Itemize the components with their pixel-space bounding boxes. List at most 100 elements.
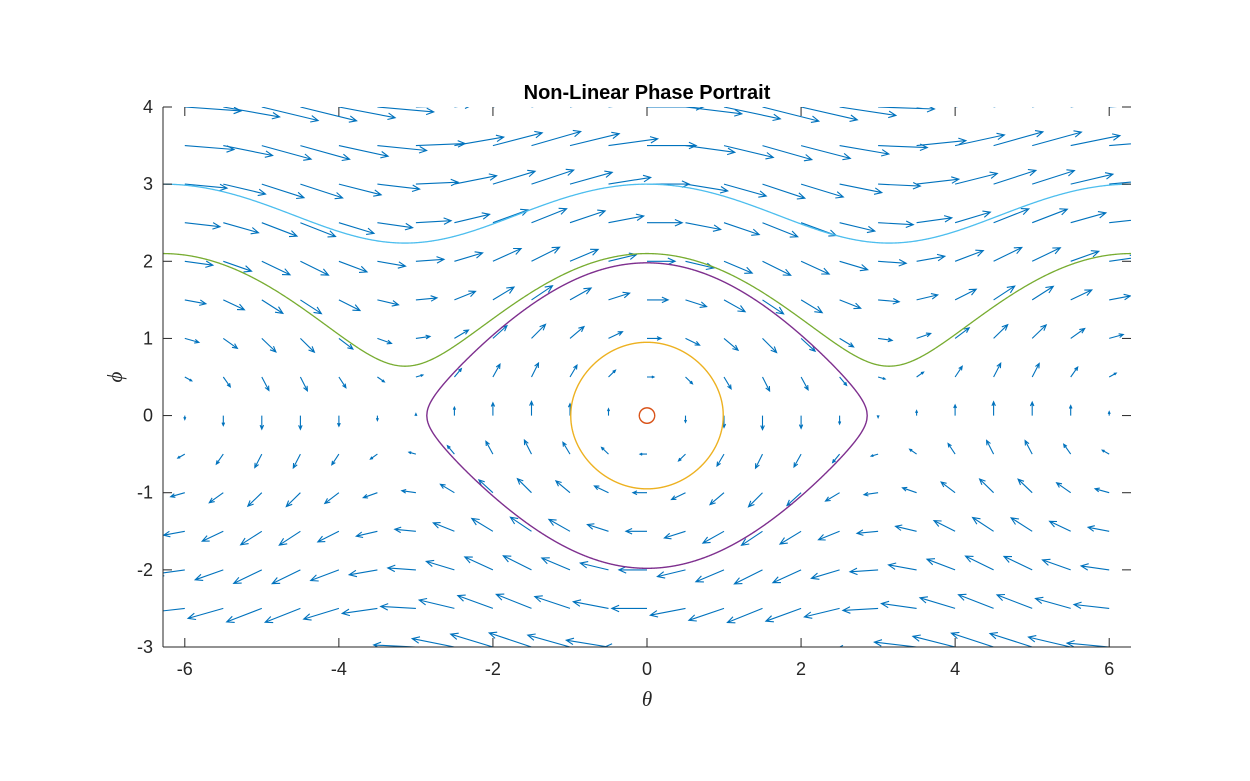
axes: -6 -4 -2 0 2 4 6 -3 -2 -1 0 1 2 3 4 (137, 97, 1131, 679)
field-arrow (608, 369, 617, 378)
field-arrow (798, 415, 804, 430)
field-arrow (449, 632, 494, 647)
field-arrow (454, 290, 477, 301)
field-arrow (754, 453, 763, 470)
field-arrow (531, 361, 540, 378)
field-arrow (377, 376, 386, 383)
field-arrow (569, 248, 600, 262)
field-arrow (723, 376, 732, 390)
field-arrow (839, 222, 877, 234)
field-arrow (354, 530, 378, 539)
field-arrow (415, 334, 432, 340)
field-arrow (1072, 601, 1110, 609)
field-arrow (223, 299, 246, 311)
field-arrow (954, 210, 992, 224)
field-arrow (299, 376, 309, 392)
field-arrow (894, 524, 917, 532)
field-arrow (873, 639, 917, 647)
field-arrow (1093, 487, 1110, 494)
field-arrow (223, 222, 260, 235)
field-arrow (1101, 449, 1110, 455)
field-arrow (540, 557, 571, 571)
field-arrow (554, 480, 571, 494)
field-arrow (916, 371, 925, 378)
field-arrow (993, 362, 1002, 378)
field-arrow (723, 337, 740, 352)
field-arrow (477, 478, 494, 494)
field-arrow (516, 477, 532, 494)
y-tick-label: 4 (143, 97, 153, 117)
field-arrow (263, 607, 301, 624)
field-arrow (169, 492, 185, 498)
field-arrow (723, 145, 775, 160)
x-tick-label: 0 (642, 659, 652, 679)
field-arrow (954, 249, 985, 262)
field-arrow (925, 558, 956, 571)
field-arrow (377, 107, 436, 116)
field-arrow (193, 569, 224, 581)
field-arrow (1079, 563, 1110, 571)
field-arrow (393, 526, 416, 534)
field-arrow (877, 376, 887, 380)
field-arrow (670, 492, 686, 501)
field-arrow (485, 440, 494, 455)
field-arrow (760, 415, 765, 431)
field-arrow (254, 453, 263, 469)
field-arrow (221, 415, 226, 427)
field-arrow (617, 566, 647, 574)
field-arrow (375, 415, 379, 422)
field-arrow (492, 208, 530, 224)
field-arrow (425, 559, 455, 571)
field-arrow (246, 492, 263, 508)
field-arrow (261, 107, 320, 123)
field-arrow (747, 492, 763, 508)
field-arrow (163, 569, 185, 577)
field-arrow (971, 516, 994, 532)
field-arrow (800, 145, 852, 161)
field-arrow (1108, 372, 1118, 378)
field-arrow (1031, 323, 1048, 339)
field-arrow (239, 530, 263, 546)
field-arrow (569, 287, 593, 301)
field-arrow (176, 453, 186, 459)
trajectory-2 (570, 341, 724, 490)
field-arrow (454, 251, 484, 262)
field-arrow (569, 209, 607, 224)
x-tick-label: -4 (331, 659, 347, 679)
field-arrow (183, 415, 187, 421)
field-arrow (377, 222, 414, 231)
field-arrow (993, 246, 1024, 262)
field-arrow (764, 607, 802, 623)
field-arrow (379, 603, 416, 611)
field-arrow (638, 452, 647, 456)
field-arrow (1002, 555, 1033, 571)
field-arrow (1070, 172, 1115, 185)
field-arrow (184, 337, 201, 344)
field-arrow (793, 453, 802, 469)
y-tick-label: 3 (143, 174, 153, 194)
field-arrow (278, 530, 301, 546)
field-arrow (163, 530, 185, 538)
field-arrow (1048, 520, 1071, 532)
field-arrow (453, 367, 463, 378)
field-arrow (841, 606, 879, 614)
field-arrow (569, 325, 586, 339)
field-arrow (336, 415, 341, 428)
field-arrow (887, 562, 917, 571)
field-arrow (232, 569, 263, 584)
field-arrow (878, 337, 894, 343)
field-arrow (492, 363, 501, 378)
field-arrow (225, 607, 262, 623)
field-arrow (800, 183, 845, 199)
field-arrow (361, 492, 378, 499)
field-arrow (685, 107, 744, 117)
field-arrow (492, 130, 544, 147)
field-arrow (208, 492, 224, 504)
field-arrow (878, 298, 901, 305)
field-arrow (839, 183, 884, 195)
field-arrow (531, 323, 547, 339)
x-tick-label: 6 (1104, 659, 1114, 679)
field-arrow (908, 448, 917, 455)
trajectory-5 (163, 183, 1131, 244)
field-arrow (916, 332, 932, 339)
